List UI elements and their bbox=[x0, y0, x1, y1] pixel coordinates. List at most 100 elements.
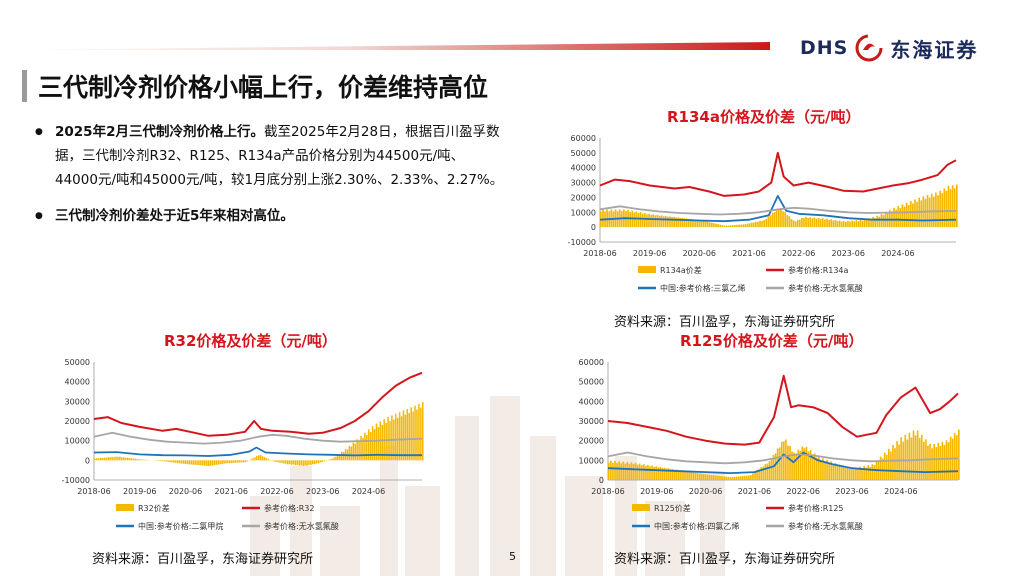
logo-latin-text: DHS bbox=[800, 37, 849, 59]
spread-bar bbox=[646, 214, 648, 228]
spread-bar bbox=[138, 459, 140, 461]
spread-bar bbox=[879, 456, 882, 480]
spread-bar bbox=[885, 454, 888, 480]
spread-bar bbox=[898, 444, 900, 480]
spread-bar bbox=[130, 458, 133, 461]
series-line-1 bbox=[93, 371, 423, 437]
spread-bar bbox=[776, 448, 779, 480]
spread-bar bbox=[690, 472, 693, 480]
spread-bar bbox=[775, 209, 778, 228]
y-tick-label: 0 bbox=[591, 223, 596, 232]
spread-bar bbox=[364, 432, 366, 461]
spread-bar bbox=[752, 222, 755, 228]
spread-bar bbox=[653, 466, 655, 480]
spread-bar bbox=[739, 476, 742, 480]
spread-bar bbox=[97, 458, 100, 461]
spread-bar bbox=[819, 218, 822, 228]
spread-bar bbox=[828, 462, 830, 480]
spread-bar bbox=[757, 221, 759, 228]
x-tick-label: 2024-06 bbox=[884, 487, 917, 496]
spread-bar bbox=[412, 411, 414, 461]
spread-bar bbox=[362, 437, 364, 461]
spread-bar bbox=[861, 468, 863, 480]
spread-bar bbox=[134, 458, 137, 461]
spread-bar bbox=[342, 451, 345, 461]
spread-bar bbox=[758, 469, 760, 480]
spread-bar bbox=[836, 221, 839, 228]
spread-bar bbox=[780, 207, 782, 228]
spread-bar bbox=[630, 462, 633, 480]
spread-bar bbox=[713, 223, 715, 228]
spread-bar bbox=[649, 466, 651, 480]
spread-bar bbox=[157, 460, 160, 461]
spread-bar bbox=[696, 472, 699, 480]
source-r134a: 资料来源：百川盈孚，东海证券研究所 bbox=[614, 315, 836, 330]
spread-bar bbox=[163, 460, 165, 462]
spread-bar bbox=[748, 223, 751, 228]
spread-bar bbox=[612, 462, 614, 480]
spread-bar bbox=[117, 456, 119, 461]
spread-bar bbox=[774, 453, 777, 480]
y-tick-label: 30000 bbox=[571, 179, 596, 188]
spread-bar bbox=[895, 209, 897, 228]
spread-bar bbox=[639, 212, 642, 228]
spread-bar bbox=[647, 464, 649, 480]
spread-bar bbox=[700, 220, 703, 228]
spread-bar bbox=[277, 460, 279, 463]
spread-bar bbox=[851, 220, 853, 228]
spread-bar bbox=[762, 466, 765, 480]
spread-bar bbox=[842, 465, 845, 480]
spread-bar bbox=[667, 216, 669, 228]
series-line-2 bbox=[93, 446, 422, 457]
spread-bar bbox=[766, 463, 769, 480]
spread-bar bbox=[377, 427, 380, 461]
spread-bar bbox=[783, 441, 785, 480]
spread-bar bbox=[844, 467, 847, 480]
spread-bar bbox=[628, 463, 631, 480]
spread-bar bbox=[943, 188, 946, 228]
spread-bar bbox=[161, 460, 164, 462]
spread-bar bbox=[958, 429, 960, 480]
spread-bar bbox=[717, 224, 719, 228]
spread-bar bbox=[286, 460, 289, 465]
bullet-1-text: 截至2025年2月28日，根据百川盈孚数据，三代制冷剂R32、R125、R134… bbox=[55, 124, 504, 188]
spread-bar bbox=[238, 460, 241, 463]
spread-bar bbox=[682, 470, 684, 480]
spread-bar bbox=[198, 460, 200, 466]
y-tick-label: 20000 bbox=[65, 417, 90, 426]
spread-bar bbox=[358, 440, 360, 461]
spread-bar bbox=[634, 462, 637, 480]
spread-bar bbox=[713, 475, 715, 480]
spread-bar bbox=[194, 460, 196, 465]
spread-bar bbox=[859, 219, 862, 228]
spread-bar bbox=[240, 460, 243, 463]
spread-bar bbox=[761, 220, 763, 228]
spread-bar bbox=[719, 224, 722, 228]
spread-bar bbox=[265, 458, 268, 461]
y-tick-label: 30000 bbox=[579, 417, 604, 426]
legend-label: 中国:参考价格:二氯甲烷 bbox=[138, 521, 223, 531]
spread-bar bbox=[688, 471, 690, 480]
x-tick-label: 2020-06 bbox=[683, 249, 716, 258]
spread-bar bbox=[402, 410, 405, 461]
spread-bar bbox=[727, 476, 730, 480]
spread-bar bbox=[225, 460, 227, 464]
x-tick-label: 2024-06 bbox=[352, 487, 385, 496]
spread-bar bbox=[723, 476, 725, 480]
spread-bar bbox=[254, 457, 256, 461]
spread-bar bbox=[742, 224, 745, 228]
spread-bar bbox=[855, 467, 857, 480]
spread-bar bbox=[636, 464, 639, 480]
spread-bar bbox=[834, 219, 837, 228]
spread-bar bbox=[815, 218, 818, 228]
spread-bar bbox=[840, 466, 843, 480]
spread-bar bbox=[381, 424, 384, 461]
spread-bar bbox=[702, 473, 705, 480]
spread-bar bbox=[94, 458, 96, 461]
spread-bar bbox=[696, 219, 699, 228]
spread-bar bbox=[930, 193, 933, 228]
spread-bar bbox=[121, 457, 123, 461]
spread-bar bbox=[200, 460, 202, 466]
spread-bar bbox=[912, 430, 915, 480]
spread-bar bbox=[920, 434, 923, 480]
